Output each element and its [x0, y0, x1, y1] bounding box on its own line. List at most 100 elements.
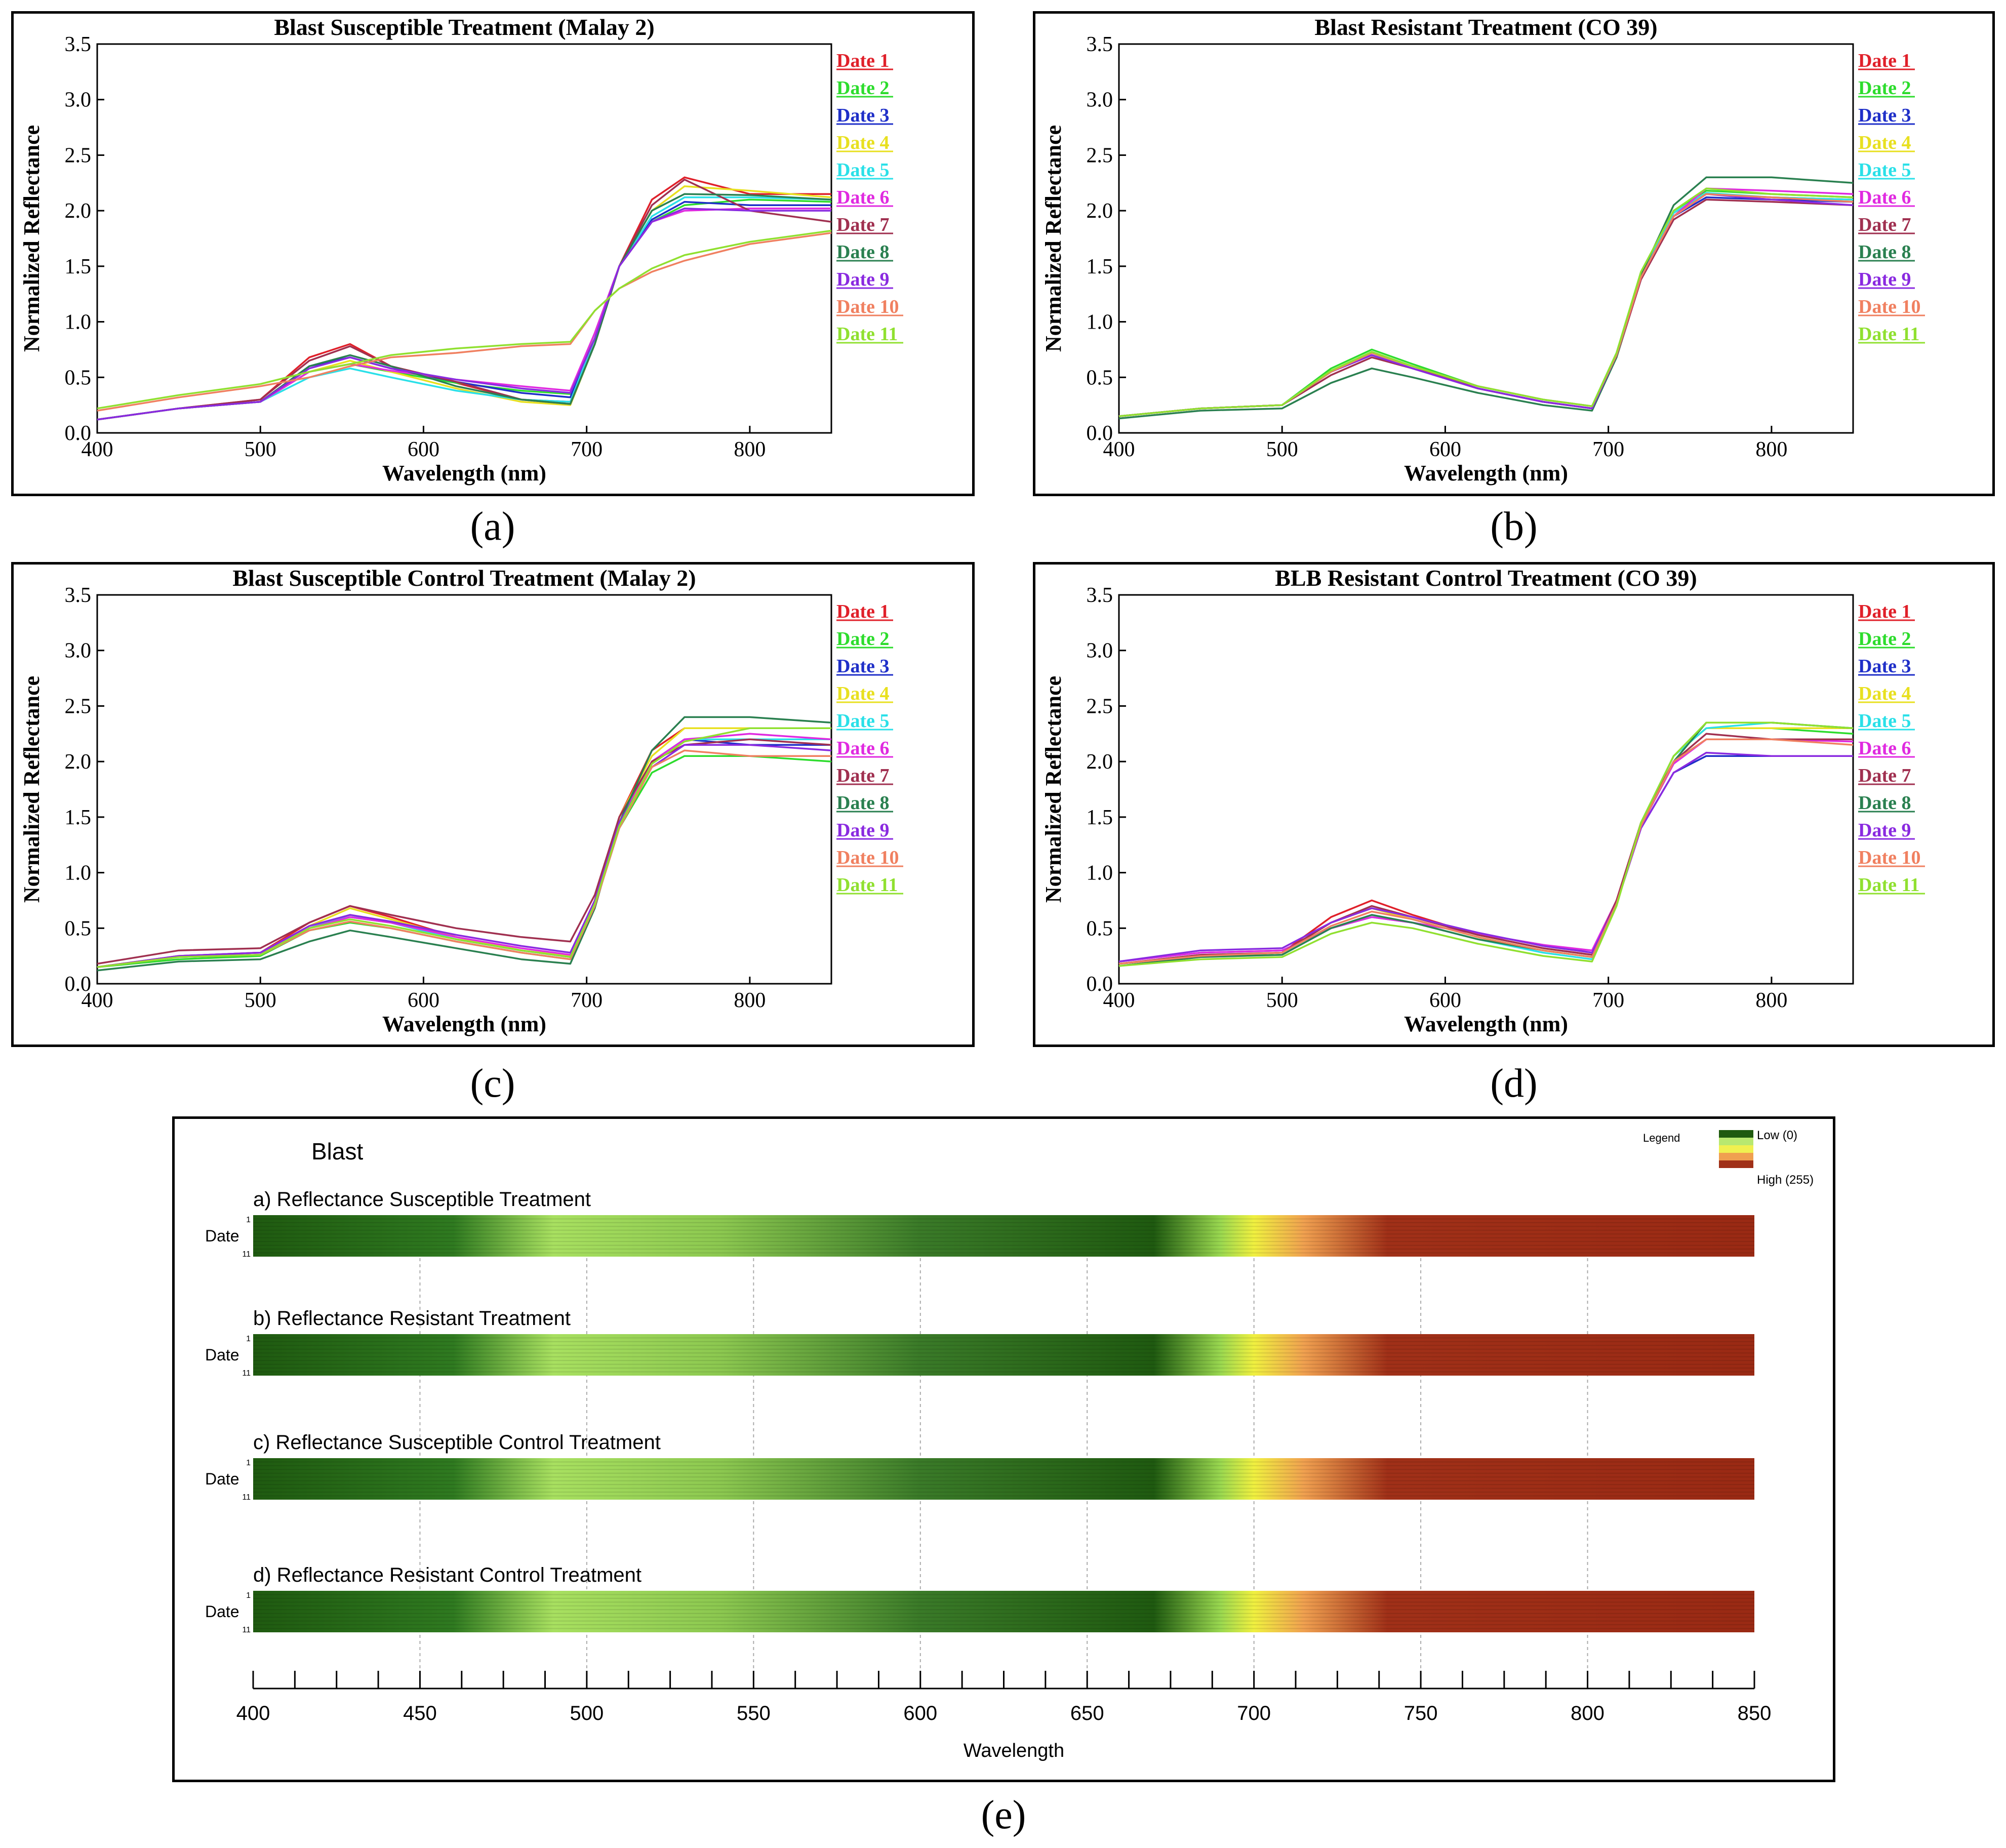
y-tick-label: 2.0: [65, 199, 92, 223]
legend-swatch: [1719, 1153, 1753, 1160]
series-line: [1118, 738, 1853, 965]
y-tick-label: 1.0: [1087, 862, 1113, 885]
legend-entry: Date 5: [836, 710, 889, 732]
x-tick-label: 700: [1592, 989, 1624, 1012]
series-line: [97, 208, 831, 421]
panel-label-e: (e): [981, 1793, 1026, 1837]
legend-entry: Date 7: [1858, 214, 1911, 235]
y-tick-label: 1.0: [65, 862, 92, 885]
chart-panel-b: Blast Resistant Treatment (CO 39) 0.0 0.5 1…: [1033, 11, 1995, 496]
y-tick-label: 3.0: [1087, 89, 1113, 112]
series-line: [97, 178, 832, 421]
legend-entry: Date 3: [1858, 105, 1911, 126]
y-tick-label: 0.5: [65, 366, 92, 389]
series-line: [1118, 727, 1854, 965]
row-tick-first: 1: [246, 1459, 251, 1467]
x-tick-label: 500: [245, 989, 276, 1012]
series-line: [1118, 721, 1854, 967]
x-tick-label: 600: [408, 438, 439, 461]
series-line: [1118, 755, 1853, 962]
y-tick-label: 0.0: [65, 973, 92, 996]
chart-panel-d: BLB Resistant Control Treatment (CO 39) 0…: [1033, 562, 1995, 1047]
chart-title: BLB Resistant Control Treatment (CO 39): [1275, 565, 1697, 591]
row-tick-first: 1: [246, 1335, 251, 1343]
legend-entry: Date 6: [1858, 187, 1911, 208]
panel-label-b: (b): [1490, 504, 1538, 549]
x-tick-label: 700: [1237, 1702, 1271, 1724]
y-axis-label: Normalized Reflectance: [19, 676, 44, 903]
chart-svg-a: Blast Susceptible Treatment (Malay 2) 0.0…: [19, 14, 903, 486]
legend-entry: Date 5: [1858, 159, 1911, 181]
legend-entry: Date 9: [836, 820, 889, 841]
x-tick-label: 600: [408, 989, 439, 1012]
x-tick-label: 400: [82, 438, 113, 461]
legend-entry: Date 7: [836, 214, 889, 235]
panel-label-c: (c): [470, 1061, 515, 1106]
series-line: [97, 733, 832, 968]
heatmap-svg: Blast Legend Low (0) High (255) a) Reflectan…: [205, 1129, 1814, 1761]
y-tick-label: 0.5: [1087, 366, 1113, 389]
y-tick-label: 1.5: [65, 255, 92, 278]
legend-entry: Date 10: [1858, 847, 1920, 868]
series-line: [1118, 192, 1854, 417]
y-tick-label: 3.0: [65, 89, 92, 112]
series-line: [1118, 189, 1854, 417]
chart-title: Blast Susceptible Control Treatment (Mal…: [232, 565, 696, 591]
legend-entry: Date 3: [1858, 656, 1911, 677]
legend-entry: Date 1: [1858, 601, 1911, 622]
heatmap-panel-e: Blast Legend Low (0) High (255) a) Reflectan…: [172, 1116, 1835, 1782]
legend-entry: Date 11: [1858, 874, 1919, 896]
x-tick-label: 500: [1266, 438, 1298, 461]
legend-entry: Date 2: [1858, 628, 1911, 650]
panel-label-a: (a): [470, 504, 515, 549]
plot-area: [1118, 43, 1854, 434]
plot-area: [96, 594, 832, 985]
y-tick-label: 1.5: [1087, 806, 1113, 829]
legend-entry: Date 9: [1858, 269, 1911, 290]
y-tick-label: 2.5: [1087, 144, 1113, 167]
series-line: [97, 738, 831, 968]
series-line: [97, 229, 832, 410]
legend-entry: Date 7: [1858, 765, 1911, 786]
plot-area: [1118, 594, 1854, 985]
x-tick-label: 750: [1404, 1702, 1438, 1724]
y-tick-label: 1.0: [1087, 311, 1113, 334]
series-line: [1118, 721, 1854, 967]
series-line: [97, 744, 832, 968]
chart-panel-a: Blast Susceptible Treatment (Malay 2) 0.0…: [11, 11, 975, 496]
y-tick-label: 0.0: [1087, 422, 1113, 445]
x-tick-label: 800: [1755, 438, 1787, 461]
legend-entry: Date 3: [836, 105, 889, 126]
x-tick-label: 400: [1103, 989, 1135, 1012]
series-line: [1118, 187, 1854, 417]
y-tick-label: 0.5: [1087, 917, 1113, 940]
series-line: [1118, 196, 1854, 417]
series-line: [97, 196, 832, 421]
chart-svg-c: Blast Susceptible Control Treatment (Mal…: [19, 565, 903, 1036]
y-tick-label: 0.5: [65, 917, 92, 940]
row-tick-last: 11: [242, 1626, 251, 1634]
chart-svg-b: Blast Resistant Treatment (CO 39) 0.0 0.5 1…: [1041, 14, 1925, 486]
legend-entry: Date 11: [836, 324, 898, 345]
legend-entry: Date 8: [836, 242, 889, 263]
heatmap-ylabel: Date: [205, 1227, 239, 1245]
series-line: [1118, 721, 1854, 967]
y-tick-label: 3.5: [1087, 584, 1113, 607]
series-line: [97, 200, 831, 421]
x-tick-label: 500: [570, 1702, 604, 1724]
series-line: [97, 738, 832, 965]
legend-entry: Date 2: [1858, 77, 1911, 99]
x-axis-label: Wavelength (nm): [382, 461, 546, 486]
heatmap-strip: [253, 1215, 1754, 1257]
legend-entry: Date 6: [1858, 738, 1911, 759]
y-tick-label: 0.0: [1087, 973, 1113, 996]
legend-entry: Date 1: [836, 601, 889, 622]
x-tick-label: 400: [236, 1702, 270, 1724]
x-tick-label: 800: [1755, 989, 1787, 1012]
legend-entry: Date 4: [836, 132, 889, 153]
heatmap-row-label: b) Reflectance Resistant Treatment: [253, 1307, 571, 1330]
y-tick-label: 2.0: [65, 750, 92, 774]
series-line: [1118, 727, 1853, 965]
legend-entry: Date 9: [836, 269, 889, 290]
row-tick-first: 1: [246, 1216, 251, 1224]
